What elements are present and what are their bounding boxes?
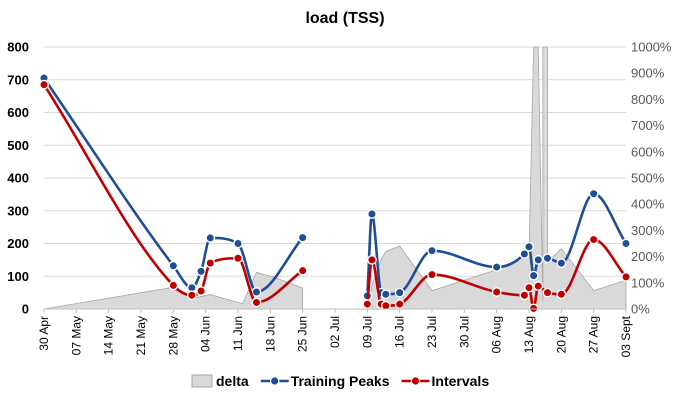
intervals-point [380, 300, 391, 311]
training-peaks-point [542, 253, 553, 264]
training-peaks-point [233, 238, 243, 249]
intervals-point [297, 265, 308, 276]
intervals-point [39, 79, 49, 90]
training-peaks-point [528, 270, 539, 281]
legend-marker-intervals [410, 376, 421, 386]
x-tick-label: 20 Aug [554, 316, 568, 353]
right-tick-label: 1000% [631, 40, 672, 55]
intervals-point [251, 297, 262, 308]
right-tick-label: 600% [631, 144, 665, 159]
intervals-point [528, 303, 539, 314]
left-tick-label: 0 [22, 302, 29, 317]
left-tick-label: 400 [7, 171, 29, 186]
legend-swatch-delta [191, 374, 213, 388]
left-tick-label: 300 [7, 203, 29, 218]
x-tick-label: 02 Jul [328, 316, 342, 348]
training-peaks-point [380, 289, 391, 300]
intervals-point [524, 282, 534, 293]
right-tick-label: 700% [631, 118, 665, 133]
right-tick-label: 100% [631, 275, 665, 290]
legend-marker-training-peaks [269, 376, 280, 386]
left-tick-label: 500 [7, 138, 29, 153]
training-peaks-point [533, 254, 544, 265]
training-peaks-point [297, 232, 308, 243]
intervals-point [542, 287, 553, 298]
intervals-point [233, 253, 243, 264]
x-tick-label: 09 Jul [360, 316, 374, 348]
training-peaks-point [394, 287, 405, 298]
x-tick-label: 04 Jun [199, 316, 213, 352]
intervals-point [362, 299, 373, 309]
x-tick-label: 06 Aug [490, 316, 504, 353]
right-tick-label: 900% [631, 66, 665, 81]
left-tick-label: 800 [7, 40, 29, 55]
training-peaks-point [621, 238, 631, 249]
x-tick-label: 25 Jun [296, 316, 310, 352]
intervals-point [427, 269, 437, 280]
intervals-point [367, 254, 377, 265]
left-tick-label: 700 [7, 72, 29, 87]
intervals-point [621, 272, 631, 282]
training-peaks-point [519, 249, 530, 259]
right-tick-label: 800% [631, 92, 665, 107]
left-tick-label: 600 [7, 105, 29, 120]
x-tick-label: 03 Sept [619, 315, 633, 357]
intervals-point [588, 234, 599, 245]
intervals-point [205, 258, 216, 269]
training-peaks-point [205, 233, 216, 243]
intervals-point [186, 290, 197, 301]
right-tick-label: 0% [631, 302, 650, 317]
x-tick-label: 18 Jun [263, 316, 277, 352]
x-tick-label: 30 Jul [457, 316, 471, 348]
legend-label-training-peaks: Training Peaks [291, 373, 390, 389]
training-peaks-point [491, 262, 502, 272]
legend-label-intervals: Intervals [432, 373, 490, 389]
legend: delta Training Peaks Intervals [191, 373, 490, 389]
delta-area [366, 46, 627, 310]
x-tick-label: 16 Jul [393, 316, 407, 348]
training-peaks-point [367, 209, 377, 219]
left-y-axis: 0 100 200 300 400 500 600 700 800 [7, 40, 29, 317]
training-peaks-point [427, 245, 437, 256]
line-layer [39, 73, 631, 314]
x-tick-label: 14 May [102, 316, 116, 355]
x-tick-label: 27 Aug [587, 316, 601, 353]
intervals-point [196, 286, 206, 296]
legend-label-delta: delta [216, 373, 249, 389]
chart-title: load (TSS) [305, 10, 384, 27]
right-tick-label: 200% [631, 249, 665, 264]
training-peaks-line [42, 77, 304, 294]
training-peaks-point [524, 241, 534, 252]
left-tick-label: 200 [7, 236, 29, 251]
intervals-point [556, 289, 567, 300]
x-tick-label: 30 Apr [37, 316, 51, 351]
intervals-point [394, 299, 405, 309]
training-peaks-point [251, 287, 262, 297]
left-tick-label: 100 [7, 269, 29, 284]
training-peaks-point [588, 188, 599, 199]
right-tick-label: 500% [631, 171, 665, 186]
intervals-point [533, 281, 544, 291]
x-axis: 30 Apr 07 May 14 May 21 May 28 May 04 Jun 11 J… [37, 308, 633, 357]
training-peaks-point [196, 266, 206, 277]
intervals-point [519, 290, 530, 301]
right-tick-label: 300% [631, 223, 665, 238]
x-tick-label: 11 Jun [231, 316, 245, 351]
x-tick-label: 21 May [134, 316, 148, 355]
x-tick-label: 07 May [69, 316, 83, 355]
right-tick-label: 400% [631, 197, 665, 212]
x-tick-label: 13 Aug [522, 316, 536, 353]
x-tick-label: 23 Jul [425, 316, 439, 348]
training-peaks-point [556, 258, 567, 269]
intervals-point [168, 280, 179, 291]
intervals-point [491, 287, 502, 297]
right-y-axis: 0% 100% 200% 300% 400% 500% 600% 700% 800% 900% 10… [631, 40, 672, 317]
training-peaks-point [168, 260, 179, 271]
x-tick-label: 28 May [166, 316, 180, 355]
